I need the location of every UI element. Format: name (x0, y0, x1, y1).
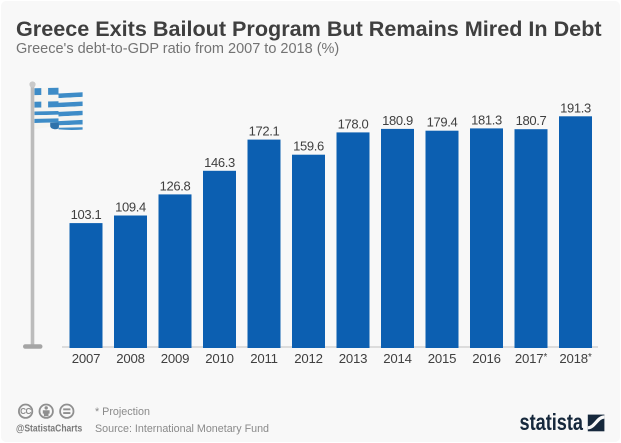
svg-text:181.3: 181.3 (471, 112, 502, 127)
svg-text:Greece's debt-to-GDP ratio fro: Greece's debt-to-GDP ratio from 2007 to … (16, 41, 339, 57)
svg-text:159.6: 159.6 (293, 139, 324, 154)
svg-text:* Projection: * Projection (95, 406, 150, 418)
svg-text:2011: 2011 (250, 351, 278, 366)
svg-text:2016: 2016 (472, 351, 501, 366)
svg-text:CC: CC (20, 407, 31, 416)
svg-text:146.3: 146.3 (204, 155, 235, 170)
svg-text:2017*: 2017* (515, 351, 548, 366)
svg-text:2014: 2014 (383, 351, 412, 366)
svg-text:2015: 2015 (428, 351, 457, 366)
svg-text:2012: 2012 (294, 351, 323, 366)
svg-text:2013: 2013 (339, 351, 368, 366)
svg-text:statista: statista (520, 409, 584, 435)
svg-text:178.0: 178.0 (338, 116, 369, 131)
svg-text:191.3: 191.3 (560, 100, 591, 115)
svg-text:126.8: 126.8 (160, 178, 191, 193)
svg-text:Greece Exits Bailout Program B: Greece Exits Bailout Program But Remains… (16, 16, 602, 41)
svg-text:103.1: 103.1 (71, 207, 102, 222)
svg-text:180.9: 180.9 (382, 113, 413, 128)
svg-text:2007: 2007 (72, 351, 101, 366)
svg-text:2018*: 2018* (559, 351, 592, 366)
svg-text:179.4: 179.4 (427, 115, 458, 130)
svg-text:2008: 2008 (116, 351, 145, 366)
svg-text:2009: 2009 (161, 351, 190, 366)
svg-text:2010: 2010 (205, 351, 234, 366)
svg-text:180.7: 180.7 (516, 113, 547, 128)
svg-text:@StatistaCharts: @StatistaCharts (16, 424, 82, 435)
svg-text:109.4: 109.4 (115, 200, 146, 215)
svg-text:Source: International Monetary: Source: International Monetary Fund (95, 423, 269, 435)
svg-text:172.1: 172.1 (249, 124, 280, 139)
